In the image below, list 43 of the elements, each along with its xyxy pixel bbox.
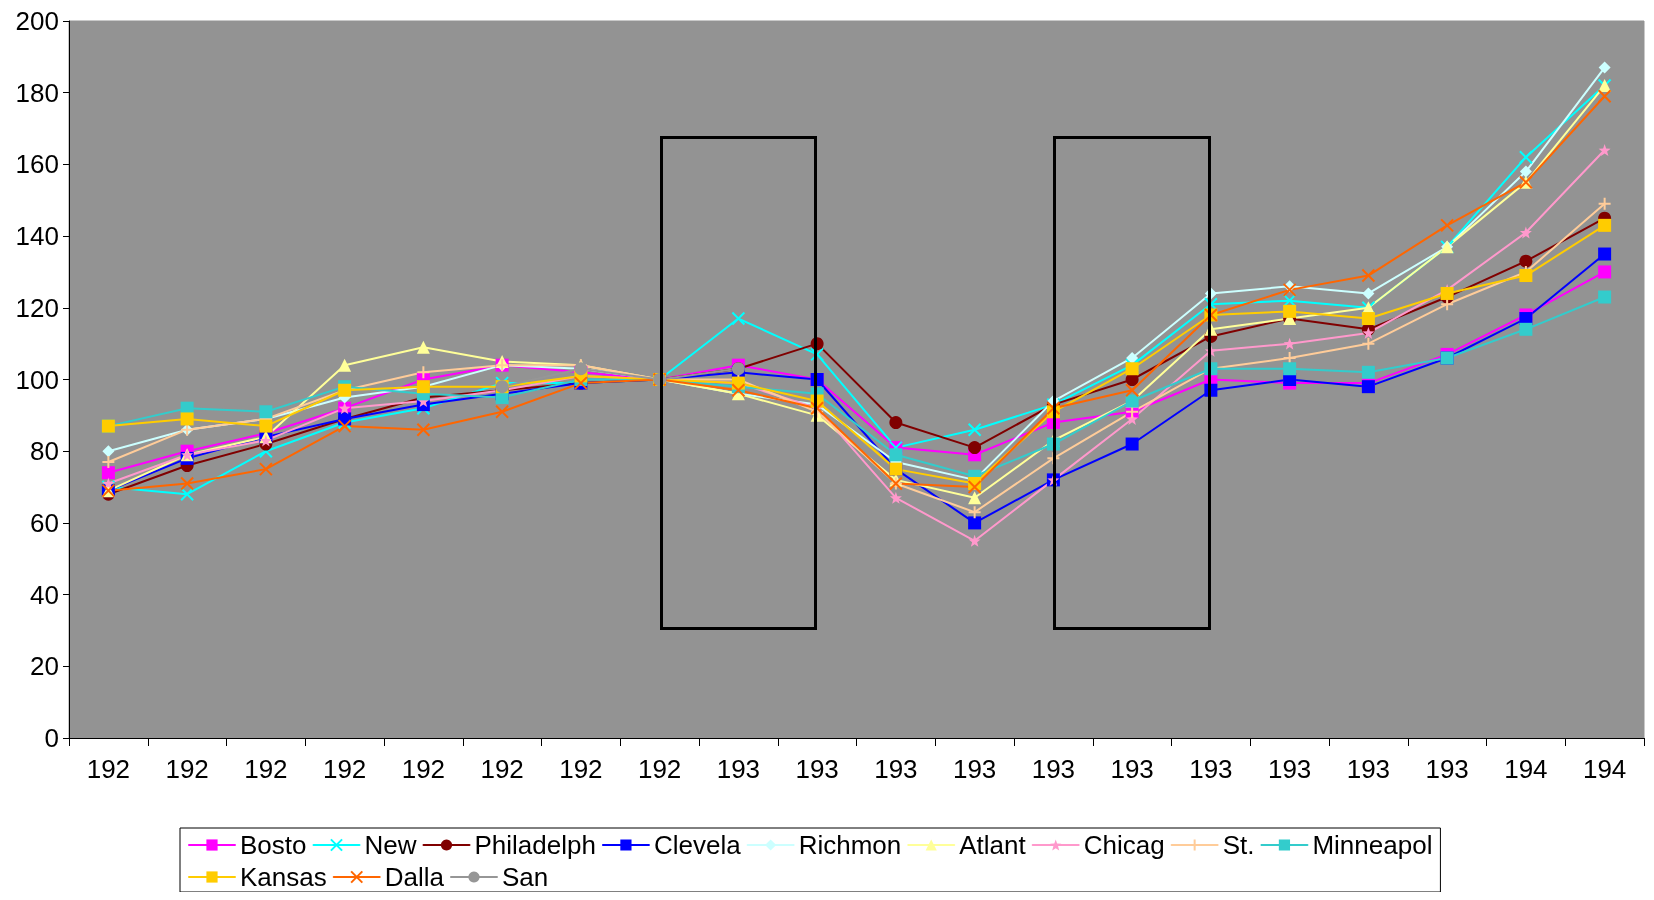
legend-label: Chicag	[1083, 830, 1165, 860]
y-tick-label: 120	[15, 292, 59, 323]
x-tick-label: 193	[1425, 754, 1469, 784]
legend-label: Richmon	[798, 830, 902, 860]
y-tick-label: 140	[15, 221, 59, 252]
x-tick-label: 193	[795, 754, 839, 784]
y-tick-label: 160	[15, 149, 59, 180]
legend-label: San	[501, 862, 549, 892]
legend-label: New	[364, 830, 417, 860]
x-tick-label: 193	[1031, 754, 1076, 784]
x-tick-label: 192	[401, 754, 446, 784]
x-tick-label: 194	[1504, 754, 1548, 784]
y-tick-label: 200	[15, 6, 59, 36]
x-tick-label: 192	[86, 754, 131, 784]
x-tick-label: 192	[165, 754, 209, 784]
legend-label: Bosto	[240, 830, 307, 860]
y-tick-label: 20	[30, 651, 59, 682]
legend-label: St.	[1222, 830, 1255, 860]
x-tick-label: 192	[480, 754, 524, 784]
legend-label: Minneapol	[1312, 830, 1433, 860]
y-tick-label: 80	[30, 436, 59, 467]
x-tick-label: 193	[716, 754, 761, 784]
x-tick-label: 194	[1582, 754, 1627, 784]
x-tick-label: 192	[322, 754, 367, 784]
legend-label: Dalla	[384, 862, 445, 892]
y-tick-label: 60	[30, 507, 59, 538]
x-tick-label: 193	[1110, 754, 1154, 784]
x-tick-label: 192	[559, 754, 603, 784]
x-tick-label: 193	[1346, 754, 1391, 784]
y-tick-label: 0	[44, 723, 59, 753]
legend-label: Atlant	[959, 830, 1027, 860]
y-tick-label: 100	[15, 364, 59, 395]
x-tick-label: 193	[1189, 754, 1233, 784]
y-tick-label: 180	[15, 77, 59, 108]
x-tick-label: 193	[952, 754, 997, 784]
x-tick-label: 192	[244, 754, 288, 784]
y-tick-label: 40	[30, 579, 59, 610]
legend-label: Philadelph	[474, 830, 596, 860]
legend-label: Clevela	[653, 830, 742, 860]
x-tick-label: 193	[874, 754, 918, 784]
x-tick-label: 193	[1267, 754, 1312, 784]
legend-label: Kansas	[240, 862, 327, 892]
x-tick-label: 192	[637, 754, 682, 784]
